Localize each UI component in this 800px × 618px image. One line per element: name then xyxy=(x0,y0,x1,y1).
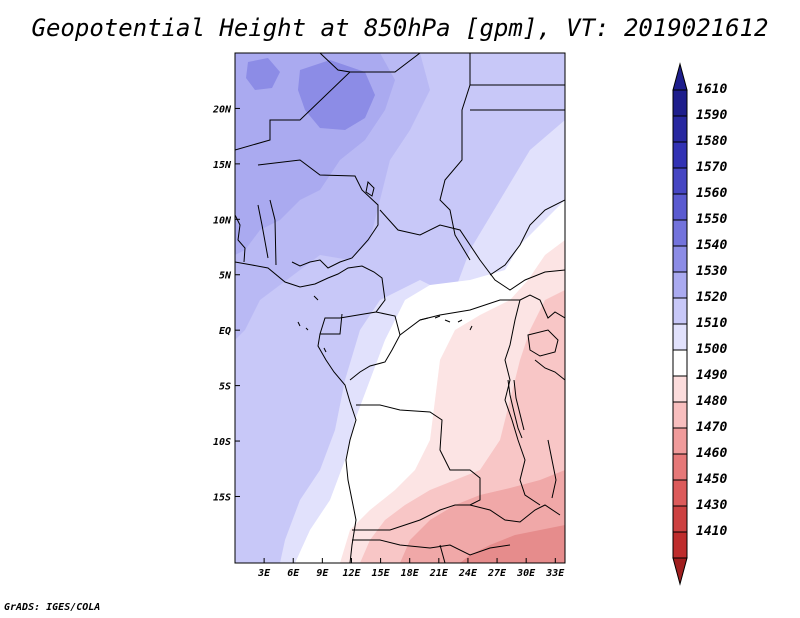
chart-title: Geopotential Height at 850hPa [gpm], VT:… xyxy=(31,14,769,42)
colorbar-swatch xyxy=(672,323,688,351)
colorbar-swatch xyxy=(672,531,688,559)
border-sahara xyxy=(235,53,352,151)
colorbar-level-label: 1550 xyxy=(696,212,727,227)
grads-credit: GrADS: IGES/COLA xyxy=(4,602,101,613)
axis-ticks: 3E 6E 9E 12E 15E 18E 21E 24E 27E 30E 33E 20N 15N 10N 5… xyxy=(212,104,565,579)
y-tick-label: 5S xyxy=(219,382,231,393)
colorbar-swatch xyxy=(672,453,688,481)
x-tick-label: 21E xyxy=(429,568,449,579)
x-tick-label: 27E xyxy=(487,568,507,579)
colorbar-level-label: 1410 xyxy=(696,524,727,539)
field-1560-patch-2 xyxy=(246,58,280,90)
border-congo xyxy=(349,311,401,381)
y-tick-label: 10S xyxy=(213,437,231,448)
west-coast xyxy=(235,261,386,563)
west-coast-north xyxy=(235,214,246,263)
border-sudan xyxy=(470,84,565,276)
colorbar-swatch xyxy=(672,375,688,403)
lake-malawi xyxy=(547,439,557,499)
colorbar-swatch xyxy=(672,271,688,299)
colorbar-level-label: 1610 xyxy=(696,82,727,97)
border-namibia xyxy=(439,544,446,563)
map-frame xyxy=(234,52,566,564)
colorbar-bottom-cap xyxy=(672,557,688,586)
y-tick-label: 5N xyxy=(219,271,232,282)
x-tick-label: 3E xyxy=(257,568,271,579)
border-east-lakes xyxy=(519,294,565,381)
eq-islands xyxy=(297,295,327,353)
colorbar-level-label: 1430 xyxy=(696,498,727,513)
height-field xyxy=(235,53,565,563)
colorbar-level-label: 1590 xyxy=(696,108,727,123)
colorbar-level-label: 1580 xyxy=(696,134,727,149)
y-tick-label: 10N xyxy=(213,215,232,226)
colorbar-level-label: 1520 xyxy=(696,290,727,305)
colorbar-swatch xyxy=(672,89,688,117)
x-tick-label: 9E xyxy=(316,568,329,579)
colorbar-level-label: 1450 xyxy=(696,472,727,487)
coastlines-borders xyxy=(235,53,565,563)
colorbar-swatch xyxy=(672,401,688,429)
colorbar-swatch xyxy=(672,505,688,533)
field-1560-patch xyxy=(298,60,375,130)
field-1470-region xyxy=(460,525,565,563)
x-tick-label: 24E xyxy=(458,568,478,579)
lake-chad xyxy=(365,180,375,197)
border-east xyxy=(504,299,541,506)
colorbar-level-label: 1540 xyxy=(696,238,727,253)
border-nigeria xyxy=(257,159,379,269)
colorbar-level-label: 1530 xyxy=(696,264,727,279)
x-tick-label: 15E xyxy=(372,568,391,579)
colorbar-level-label: 1570 xyxy=(696,160,727,175)
x-tick-label: 12E xyxy=(342,568,361,579)
x-tick-label: 18E xyxy=(401,568,420,579)
border-central xyxy=(379,209,565,291)
border-angola xyxy=(352,404,481,531)
colorbar-level-label: 1490 xyxy=(696,368,727,383)
colorbar: 1610 1590 1580 1570 1560 1550 1540 1530 1520 1510… xyxy=(672,62,727,586)
lake-victoria xyxy=(527,329,559,357)
y-tick-label: EQ xyxy=(219,326,231,337)
y-tick-label: 20N xyxy=(212,104,232,115)
colorbar-level-label: 1480 xyxy=(696,394,727,409)
colorbar-swatch xyxy=(672,219,688,247)
x-tick-label: 30E xyxy=(516,568,536,579)
colorbar-level-label: 1510 xyxy=(696,316,727,331)
colorbar-swatch xyxy=(672,193,688,221)
inland-lakes xyxy=(419,315,473,331)
x-tick-label: 6E xyxy=(287,568,300,579)
congo-coast-border xyxy=(320,313,343,335)
colorbar-top-cap xyxy=(672,62,688,91)
border-drc-north xyxy=(399,299,520,336)
y-tick-label: 15N xyxy=(213,160,232,171)
colorbar-swatch xyxy=(672,427,688,455)
y-tick-label: 15S xyxy=(213,492,231,503)
x-tick-label: 33E xyxy=(545,568,565,579)
colorbar-level-label: 1470 xyxy=(696,420,727,435)
colorbar-swatch xyxy=(672,349,688,377)
border-niger-chad xyxy=(350,53,471,261)
colorbar-level-label: 1500 xyxy=(696,342,727,357)
colorbar-swatch xyxy=(672,141,688,169)
colorbar-swatch xyxy=(672,479,688,507)
colorbar-level-label: 1560 xyxy=(696,186,727,201)
colorbar-level-label: 1460 xyxy=(696,446,727,461)
colorbar-swatch xyxy=(672,115,688,143)
field-1510-region xyxy=(295,200,565,563)
border-ghana xyxy=(257,199,277,266)
colorbar-swatch xyxy=(672,297,688,325)
lake-tanganyika xyxy=(507,379,525,439)
colorbar-swatch xyxy=(672,245,688,273)
border-zambia xyxy=(469,504,561,523)
colorbar-swatch xyxy=(672,167,688,195)
